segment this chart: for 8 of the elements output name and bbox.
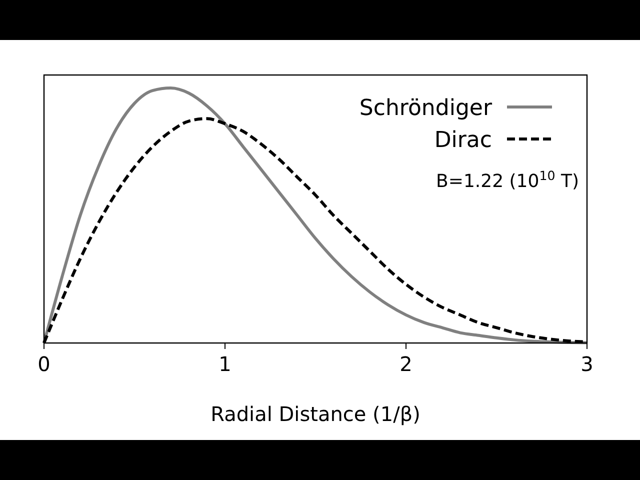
- legend-label: Schröndiger: [359, 96, 493, 121]
- x-tick-label: 2: [400, 352, 412, 376]
- x-axis-title: Radial Distance (1/β): [210, 402, 420, 426]
- x-tick-label: 1: [218, 352, 232, 376]
- legend-label: Dirac: [434, 128, 492, 153]
- x-tick-label: 3: [580, 352, 594, 376]
- x-tick-label: 0: [38, 352, 50, 376]
- annotation: B=1.22 (10$^{10}$ T): [436, 168, 579, 192]
